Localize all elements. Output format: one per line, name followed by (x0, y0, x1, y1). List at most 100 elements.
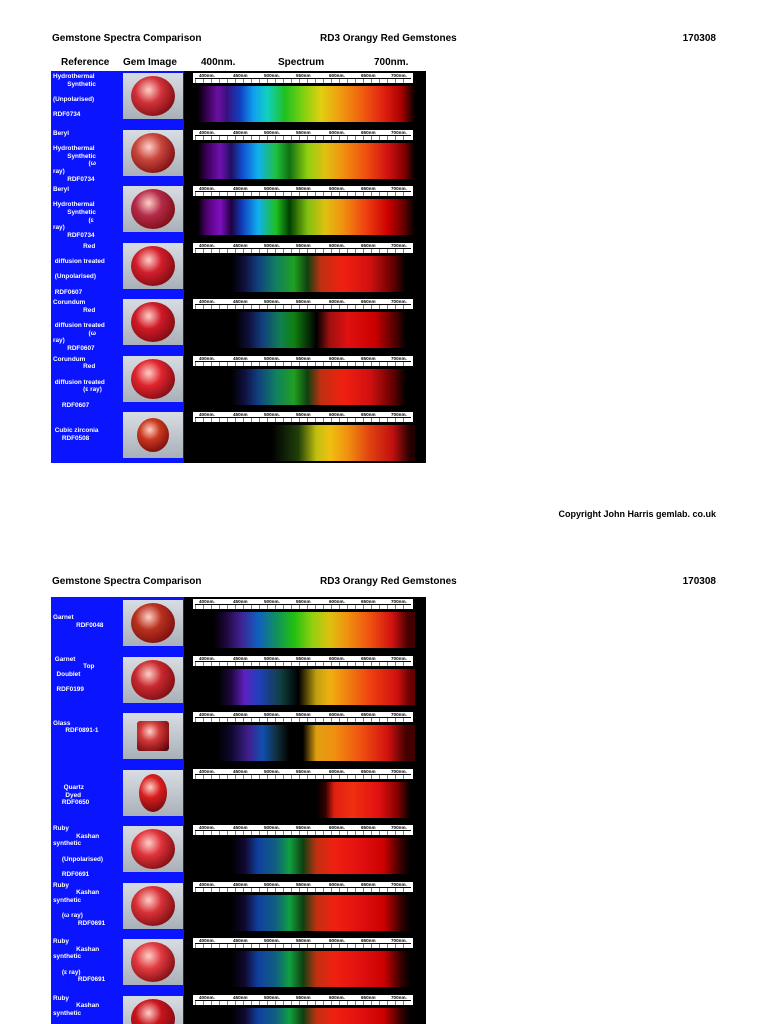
gem-photo (123, 713, 183, 759)
scale-label: 600nm. (329, 355, 345, 361)
wavelength-scale: 400nm. 450nm 500nm. 550nm 600nm. 650nm 700nm. (193, 299, 413, 310)
gem-photo (123, 355, 183, 402)
scale-ticks (195, 360, 411, 366)
reference-label: Cubic zirconia RDF0508 (53, 427, 99, 443)
scale-label: 600nm. (329, 655, 345, 661)
gemstone (131, 885, 175, 926)
scale-label: 550nm (296, 242, 311, 248)
scale-ticks (195, 660, 411, 666)
gemstone (131, 603, 175, 643)
scale-label: 400nm. (199, 355, 215, 361)
gem-photo (123, 995, 183, 1024)
gemstone (131, 245, 175, 286)
spectrum-band (191, 781, 415, 818)
table-row: Ruby Kashan synthetic (ε ray) RDF0691 400n… (51, 936, 426, 993)
scale-label: 600nm. (329, 242, 345, 248)
scale-label: 400nm. (199, 299, 215, 304)
scale-label: 650nm (361, 599, 376, 604)
scale-label: 400nm. (199, 186, 215, 191)
copyright: Copyright John Harris gemlab. co.uk (558, 509, 716, 519)
scale-label: 550nm (296, 599, 311, 604)
scale-ticks (195, 304, 411, 309)
scale-label: 500nm. (264, 881, 280, 887)
scale-label: 450nm (233, 938, 248, 943)
scale-label: 650nm (361, 299, 376, 304)
scale-label: 500nm. (264, 73, 280, 78)
reference-label: Quartz Dyed RDF0650 (53, 783, 90, 807)
scale-label: 550nm (296, 881, 311, 887)
reference-label: Garnet Top Doublet RDF0199 (53, 655, 95, 694)
gemstone (131, 998, 175, 1024)
scale-ticks (195, 191, 411, 196)
spectrum-band (191, 894, 415, 931)
doc-subtitle: RD3 Orangy Red Gemstones (320, 33, 457, 44)
scale-label: 400nm. (199, 712, 215, 717)
scale-label: 400nm. (199, 129, 215, 135)
scale-label: 700nm. (391, 655, 407, 661)
scale-label: 650nm (361, 768, 376, 774)
gem-photo (123, 73, 183, 119)
reference-label: Corundum Red diffusion treated (ε ray) R… (53, 355, 105, 409)
reference-label: Hydrothermal Synthetic (Unpolarised) RDF… (53, 73, 96, 119)
gem-photo (123, 242, 183, 289)
scale-label: 700nm. (391, 712, 407, 717)
spectrum-band (191, 425, 415, 461)
col-end: 700nm. (374, 57, 409, 68)
col-reference: Reference (61, 57, 110, 68)
wavelength-scale: 400nm. 450nm 500nm. 550nm 600nm. 650nm 700nm. (193, 938, 413, 949)
scale-label: 500nm. (264, 129, 280, 135)
spectrum-band (191, 1007, 415, 1024)
gemstone (131, 829, 175, 869)
wavelength-scale: 400nm. 450nm 500nm. 550nm 600nm. 650nm 700nm. (193, 73, 413, 84)
wavelength-scale: 400nm. 450nm 500nm. 550nm 600nm. 650nm 700nm. (193, 242, 413, 254)
scale-label: 650nm (361, 712, 376, 717)
reference-label: Ruby Kashan synthetic (ε ray) RDF0691 (53, 938, 106, 984)
scale-label: 550nm (296, 355, 311, 361)
scale-label: 400nm. (199, 73, 215, 78)
scale-label: 550nm (296, 299, 311, 304)
spectra-table-1: Hydrothermal Synthetic (Unpolarised) RDF… (51, 71, 426, 463)
spectrum-band (191, 199, 415, 235)
scale-label: 650nm (361, 994, 376, 1000)
spectrum-band (191, 612, 415, 648)
scale-label: 450nm (233, 655, 248, 661)
scale-label: 500nm. (264, 299, 280, 304)
scale-ticks (195, 773, 411, 779)
wavelength-scale: 400nm. 450nm 500nm. 550nm 600nm. 650nm 700nm. (193, 825, 413, 836)
wavelength-scale: 400nm. 450nm 500nm. 550nm 600nm. 650nm 700nm. (193, 599, 413, 610)
table-row: Beryl Hydrothermal Synthetic (ω ray) RDF0… (51, 128, 426, 185)
scale-label: 600nm. (329, 412, 345, 417)
scale-ticks (195, 604, 411, 609)
scale-ticks (195, 417, 411, 422)
scale-label: 450nm (233, 73, 248, 78)
scale-ticks (195, 247, 411, 253)
gem-photo (123, 186, 183, 232)
scale-label: 600nm. (329, 938, 345, 943)
wavelength-scale: 400nm. 450nm 500nm. 550nm 600nm. 650nm 700nm. (193, 712, 413, 723)
scale-label: 600nm. (329, 186, 345, 191)
scale-label: 550nm (296, 186, 311, 191)
scale-label: 500nm. (264, 186, 280, 191)
scale-label: 600nm. (329, 129, 345, 135)
scale-label: 550nm (296, 412, 311, 417)
scale-label: 450nm (233, 299, 248, 304)
spectrum-band (191, 312, 415, 348)
scale-label: 400nm. (199, 825, 215, 830)
spectrum-band (191, 255, 415, 292)
scale-label: 550nm (296, 73, 311, 78)
scale-label: 700nm. (391, 994, 407, 1000)
scale-label: 550nm (296, 938, 311, 943)
table-row: Beryl Hydrothermal Synthetic (ε ray) RDF0… (51, 184, 426, 241)
scale-label: 650nm (361, 129, 376, 135)
scale-label: 600nm. (329, 299, 345, 304)
gemstone (131, 132, 175, 173)
doc-title: Gemstone Spectra Comparison (52, 576, 202, 587)
scale-label: 400nm. (199, 994, 215, 1000)
scale-label: 500nm. (264, 712, 280, 717)
scale-label: 450nm (233, 186, 248, 191)
scale-label: 600nm. (329, 994, 345, 1000)
scale-label: 700nm. (391, 299, 407, 304)
table-row: Ruby Kashan synthetic (ω ray) RDF0691 400n… (51, 880, 426, 937)
col-start: 400nm. (201, 57, 236, 68)
wavelength-scale: 400nm. 450nm 500nm. 550nm 600nm. 650nm 700nm. (193, 768, 413, 780)
